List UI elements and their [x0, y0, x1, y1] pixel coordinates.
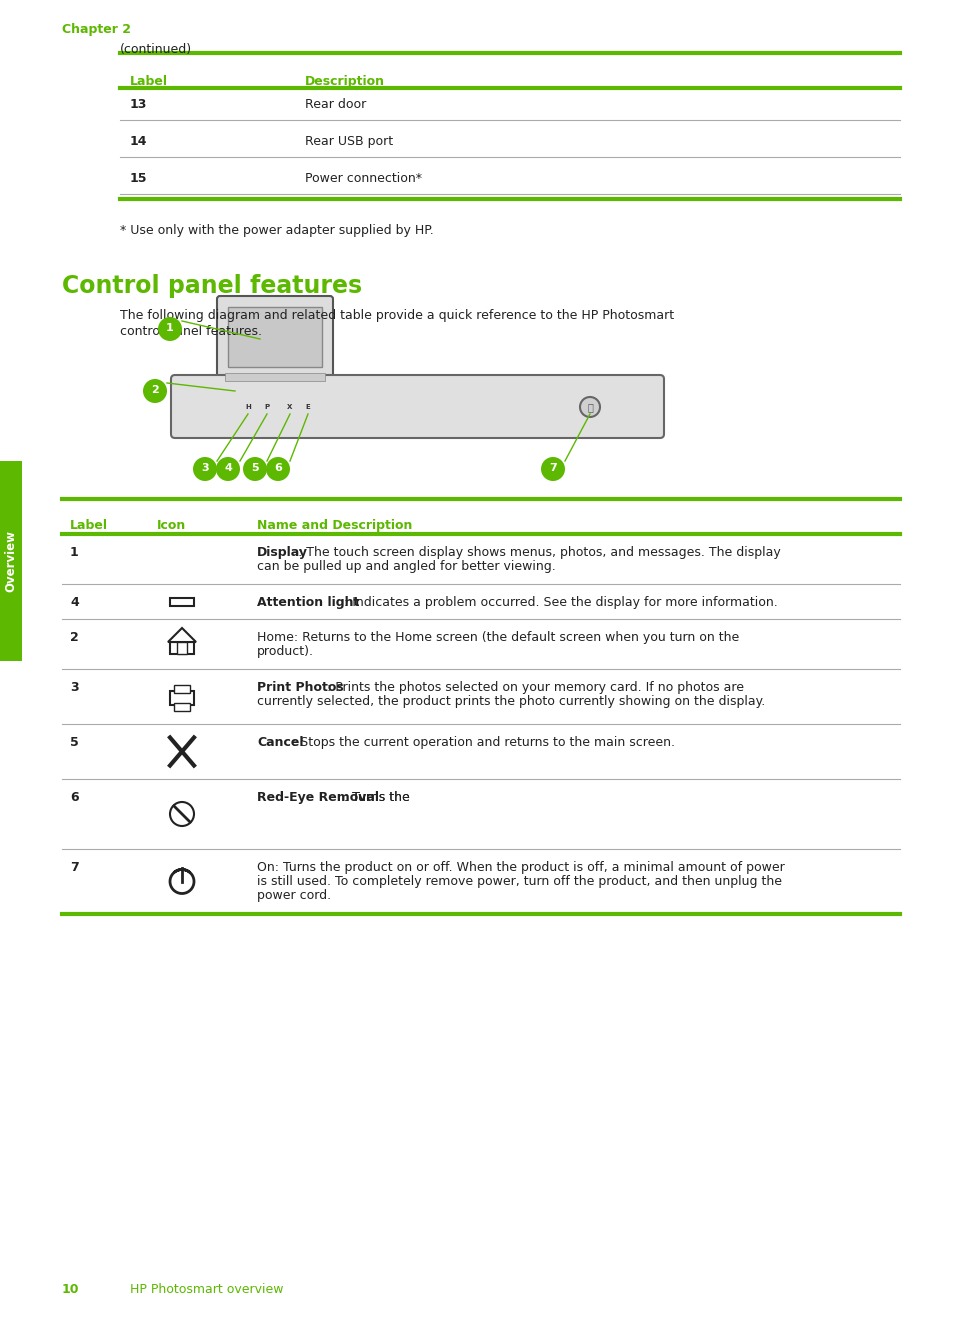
- Text: (continued): (continued): [120, 44, 192, 55]
- Text: HP Photosmart overview: HP Photosmart overview: [130, 1283, 283, 1296]
- Text: 2: 2: [151, 384, 159, 395]
- Text: Description: Description: [305, 75, 385, 89]
- Text: control panel features.: control panel features.: [120, 325, 262, 338]
- Text: 7: 7: [549, 462, 557, 473]
- Circle shape: [170, 802, 193, 826]
- Text: Chapter 2: Chapter 2: [62, 22, 131, 36]
- Text: : Indicates a problem occurred. See the display for more information.: : Indicates a problem occurred. See the …: [344, 596, 777, 609]
- Text: 1: 1: [166, 324, 173, 333]
- Bar: [228, 306, 322, 367]
- Text: Attention light: Attention light: [256, 596, 359, 609]
- Text: 10: 10: [62, 1283, 79, 1296]
- Text: Control panel features: Control panel features: [62, 273, 362, 299]
- Circle shape: [266, 457, 290, 481]
- Text: 6: 6: [274, 462, 282, 473]
- Text: * Use only with the power adapter supplied by HP.: * Use only with the power adapter suppli…: [120, 225, 434, 236]
- Text: H: H: [245, 404, 251, 410]
- Text: ⏻: ⏻: [586, 402, 593, 412]
- Text: Red-Eye Removal: Red-Eye Removal: [256, 791, 378, 804]
- Text: can be pulled up and angled for better viewing.: can be pulled up and angled for better v…: [256, 560, 556, 573]
- Text: power cord.: power cord.: [256, 889, 331, 902]
- Circle shape: [215, 457, 240, 481]
- Text: 5: 5: [251, 462, 258, 473]
- Polygon shape: [170, 642, 193, 654]
- Text: Rear USB port: Rear USB port: [305, 135, 393, 148]
- Text: 14: 14: [130, 135, 148, 148]
- Text: Overview: Overview: [5, 530, 17, 592]
- Text: Cancel: Cancel: [256, 736, 303, 749]
- Text: The following diagram and related table provide a quick reference to the HP Phot: The following diagram and related table …: [120, 309, 674, 322]
- Text: Home: Returns to the Home screen (the default screen when you turn on the: Home: Returns to the Home screen (the de…: [256, 631, 739, 645]
- Bar: [225, 373, 325, 380]
- Text: Rear door: Rear door: [305, 98, 366, 111]
- Bar: [173, 684, 190, 692]
- Text: : Turns the: : Turns the: [344, 791, 414, 804]
- Bar: [0, 461, 22, 660]
- Text: product).: product).: [256, 645, 314, 658]
- Text: Label: Label: [130, 75, 168, 89]
- Text: Display: Display: [256, 546, 308, 559]
- Circle shape: [540, 457, 564, 481]
- Text: 15: 15: [130, 172, 148, 185]
- Circle shape: [158, 317, 182, 341]
- Text: 4: 4: [224, 462, 232, 473]
- Text: 6: 6: [70, 791, 78, 804]
- Text: 4: 4: [70, 596, 79, 609]
- Text: Name and Description: Name and Description: [256, 519, 412, 532]
- Polygon shape: [168, 627, 195, 642]
- Text: : Stops the current operation and returns to the main screen.: : Stops the current operation and return…: [292, 736, 674, 749]
- Text: Power connection*: Power connection*: [305, 172, 421, 185]
- Text: 3: 3: [70, 682, 78, 694]
- Text: 2: 2: [70, 631, 79, 645]
- Bar: [177, 642, 187, 654]
- Text: 3: 3: [201, 462, 209, 473]
- Text: : The touch screen display shows menus, photos, and messages. The display: : The touch screen display shows menus, …: [297, 546, 780, 559]
- Text: E: E: [305, 404, 310, 410]
- Circle shape: [143, 379, 167, 403]
- Circle shape: [243, 457, 267, 481]
- Text: : Prints the photos selected on your memory card. If no photos are: : Prints the photos selected on your mem…: [326, 682, 742, 694]
- Text: P: P: [264, 404, 270, 410]
- Text: Icon: Icon: [157, 519, 186, 532]
- Text: 7: 7: [70, 861, 79, 875]
- Circle shape: [579, 398, 599, 417]
- FancyBboxPatch shape: [216, 296, 333, 382]
- FancyBboxPatch shape: [171, 375, 663, 439]
- Circle shape: [193, 457, 216, 481]
- Bar: [173, 703, 190, 711]
- Bar: [170, 691, 193, 704]
- Text: Print Photos: Print Photos: [256, 682, 343, 694]
- Text: : Turns the: : Turns the: [344, 791, 414, 804]
- Text: 1: 1: [70, 546, 79, 559]
- Text: is still used. To completely remove power, turn off the product, and then unplug: is still used. To completely remove powe…: [256, 875, 781, 888]
- Text: Label: Label: [70, 519, 108, 532]
- Text: currently selected, the product prints the photo currently showing on the displa: currently selected, the product prints t…: [256, 695, 764, 708]
- Bar: [170, 597, 193, 605]
- Text: 5: 5: [70, 736, 79, 749]
- Text: 13: 13: [130, 98, 147, 111]
- Text: On: Turns the product on or off. When the product is off, a minimal amount of po: On: Turns the product on or off. When th…: [256, 861, 784, 875]
- Text: X: X: [287, 404, 293, 410]
